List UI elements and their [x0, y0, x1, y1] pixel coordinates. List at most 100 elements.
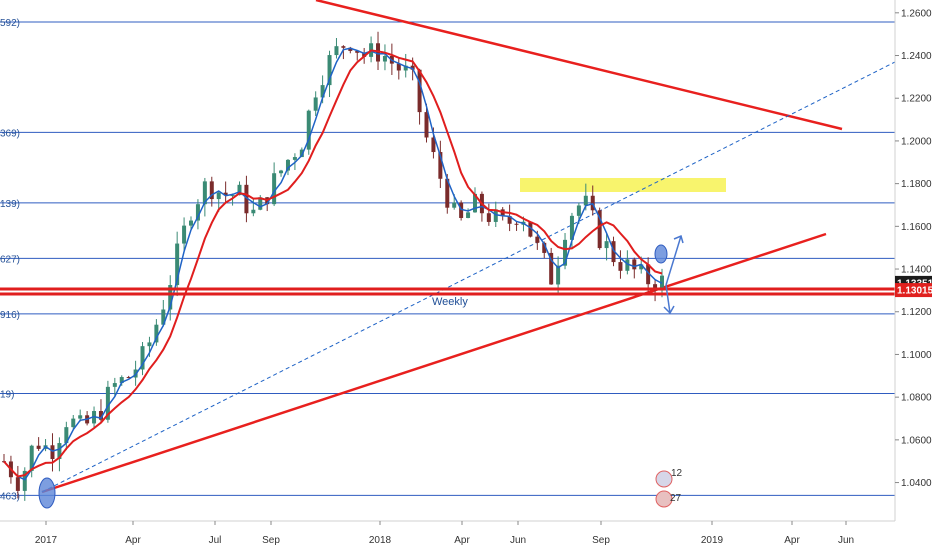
scenario-arrows: [663, 234, 684, 315]
x-tick-label: Sep: [592, 535, 610, 546]
candle-body: [285, 159, 290, 171]
y-tick-label: 1.20000: [901, 136, 932, 147]
candle-body: [306, 110, 311, 150]
candle-body: [632, 259, 637, 270]
candle-body: [64, 427, 69, 444]
candle-body: [348, 47, 353, 51]
candle-body: [431, 137, 436, 153]
trendline-up: [41, 232, 827, 494]
candle-body: [175, 243, 180, 286]
svg-text:12: 12: [671, 468, 683, 479]
candle-body: [105, 386, 110, 420]
candle-body: [459, 202, 464, 218]
candle-body: [486, 213, 491, 222]
trendline-dashed: [41, 61, 896, 493]
candle-body: [576, 205, 581, 216]
candle-body: [466, 212, 471, 218]
candle-body: [50, 445, 55, 460]
time-axis-ticks: 2017 Apr Jul Sep 2018 Apr Jun Sep 2019 Apr Jun: [35, 521, 854, 546]
level-label: 627): [0, 254, 20, 265]
candle-body: [126, 377, 131, 379]
candle-body: [382, 55, 387, 62]
y-tick-label: 1.24000: [901, 51, 932, 62]
candle-body: [646, 264, 651, 285]
candle-body: [556, 265, 561, 285]
y-tick-label: 1.04000: [901, 478, 932, 489]
candle-body: [251, 209, 256, 214]
candle-body: [334, 46, 339, 56]
candle-body: [182, 225, 187, 244]
moving-average-blue: [3, 47, 663, 481]
candle-body: [355, 50, 360, 53]
trendline-down: [315, 0, 843, 131]
y-tick-label: 1.18000: [901, 179, 932, 190]
candle-body: [230, 195, 235, 197]
highlight-ellipse-recent: [654, 244, 668, 264]
candle-body: [452, 202, 457, 208]
candle-body: [22, 470, 27, 491]
candle-body: [161, 309, 166, 325]
candle-body: [189, 220, 194, 226]
candle-body: [542, 242, 547, 253]
candle-body: [209, 181, 214, 200]
x-tick-label: Jun: [838, 535, 854, 546]
candle-body: [639, 264, 644, 270]
candle-body: [528, 221, 533, 237]
x-tick-label: 2017: [35, 535, 58, 546]
y-tick-label: 1.10000: [901, 350, 932, 361]
y-tick-label: 1.08000: [901, 393, 932, 404]
x-tick-label: 2019: [701, 535, 724, 546]
price-axis-ticks: 1.26000 1.24000 1.22000 1.20000 1.18000 1.160…: [895, 8, 932, 489]
candle-body: [71, 418, 76, 428]
candle-body: [168, 285, 173, 310]
candle-body: [147, 342, 152, 347]
candle-body: [549, 252, 554, 285]
event-badges[interactable]: 12 27: [655, 468, 683, 508]
candle-body: [279, 170, 284, 174]
candle-body: [112, 383, 117, 387]
y-tick-label: 1.12000: [901, 307, 932, 318]
price-tags: 1.133511.13015: [895, 275, 932, 298]
x-tick-label: Jul: [209, 535, 222, 546]
candle-body: [376, 43, 381, 62]
candle-body: [78, 415, 83, 419]
candle-body: [583, 195, 588, 206]
candle-body: [604, 241, 609, 249]
level-label: 369): [0, 128, 20, 139]
candle-body: [202, 181, 207, 205]
y-tick-label: 1.14000: [901, 265, 932, 276]
level-label: 463): [0, 491, 20, 502]
candle-body: [597, 210, 602, 249]
candle-body: [57, 443, 62, 460]
y-tick-label: 1.22000: [901, 94, 932, 105]
candle-body: [36, 445, 41, 449]
price-axis-panel: [895, 0, 932, 550]
candle-body: [410, 65, 415, 70]
major-support: [0, 287, 895, 296]
candle-body: [154, 324, 159, 343]
candle-body: [445, 178, 450, 208]
candle-body: [563, 239, 568, 266]
candle-body: [341, 46, 346, 48]
candle-body: [653, 284, 658, 291]
svg-text:27: 27: [670, 493, 682, 504]
candle-body: [396, 63, 401, 71]
price-tag-label: 1.13015: [897, 286, 932, 297]
candle-body: [15, 477, 20, 491]
candle-body: [29, 445, 34, 471]
candle-body: [244, 184, 249, 214]
candle-body: [403, 65, 408, 71]
candle-body: [195, 204, 200, 221]
weekly-label: Weekly: [432, 296, 468, 308]
level-label: 19): [0, 390, 14, 401]
candle-body: [514, 223, 519, 225]
candle-body: [258, 197, 263, 210]
candle-body: [140, 346, 145, 370]
candle-body: [313, 97, 318, 111]
x-tick-label: Apr: [125, 535, 141, 546]
candle-body: [618, 262, 623, 271]
candle-body: [98, 411, 103, 420]
candle-body: [472, 193, 477, 213]
candle-body: [216, 192, 221, 200]
